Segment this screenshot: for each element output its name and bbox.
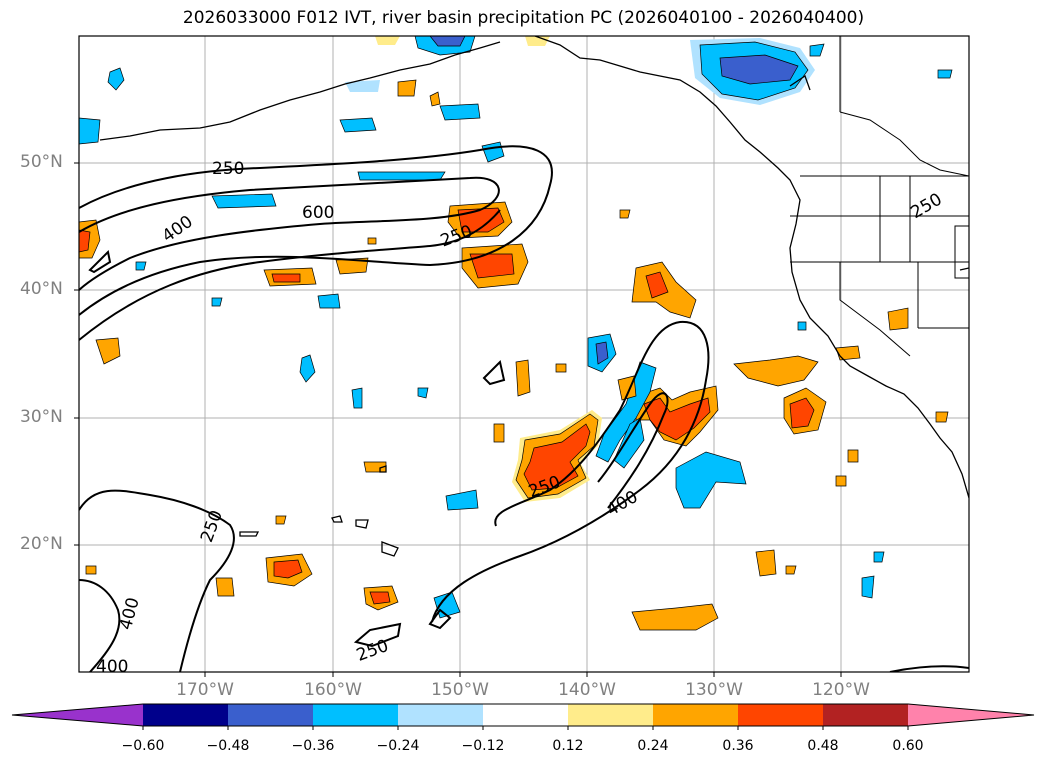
state-borders [790, 36, 969, 357]
coastlines [99, 36, 969, 499]
lon-label-150w: 150°W [431, 680, 489, 700]
colorbar-tick-label: 0.48 [807, 738, 839, 754]
lon-label-160w: 160°W [304, 680, 362, 700]
colorbar-segment [143, 704, 228, 726]
ivt-contours [79, 145, 969, 672]
islands [239, 465, 399, 557]
colorbar-tick-label: 0.36 [722, 738, 754, 754]
precipitation-fills [79, 36, 953, 631]
colorbar-tick-label: 0.24 [637, 738, 669, 754]
colorbar-tick-label: −0.12 [461, 738, 505, 754]
colorbar-segment [653, 704, 738, 726]
figure-title: 2026033000 F012 IVT, river basin precipi… [182, 8, 865, 28]
contour-label: 250 [212, 159, 244, 179]
gridlines [79, 36, 969, 672]
colorbar-segment [908, 704, 1034, 726]
lon-label-130w: 130°W [685, 680, 743, 700]
colorbar [11, 703, 1035, 730]
colorbar-segment [483, 704, 568, 726]
lon-label-140w: 140°W [558, 680, 616, 700]
colorbar-segment [398, 704, 483, 726]
colorbar-tick-label: 0.12 [552, 738, 584, 754]
map-frame-border [78, 35, 970, 673]
colorbar-tick-label: −0.60 [121, 738, 165, 754]
lat-label-20n: 20°N [20, 534, 63, 554]
colorbar-segment [568, 704, 653, 726]
colorbar-tick-label: 0.60 [892, 738, 924, 754]
colorbar-segment [738, 704, 823, 726]
colorbar-tick-label: −0.48 [206, 738, 250, 754]
colorbar-segment [228, 704, 313, 726]
map-frame-background [79, 36, 969, 672]
lat-label-30n: 30°N [20, 407, 63, 427]
colorbar-tick-label: −0.24 [376, 738, 420, 754]
lat-label-50n: 50°N [20, 152, 63, 172]
colorbar-segment [313, 704, 398, 726]
contour-label: 600 [302, 203, 334, 223]
contour-label: 400 [96, 657, 128, 677]
colorbar-tick-label: −0.36 [291, 738, 335, 754]
colorbar-segment [823, 704, 908, 726]
lon-label-170w: 170°W [176, 680, 234, 700]
tick-marks [74, 162, 842, 677]
lon-label-120w: 120°W [812, 680, 870, 700]
lat-label-40n: 40°N [20, 279, 63, 299]
colorbar-segment [12, 704, 143, 726]
